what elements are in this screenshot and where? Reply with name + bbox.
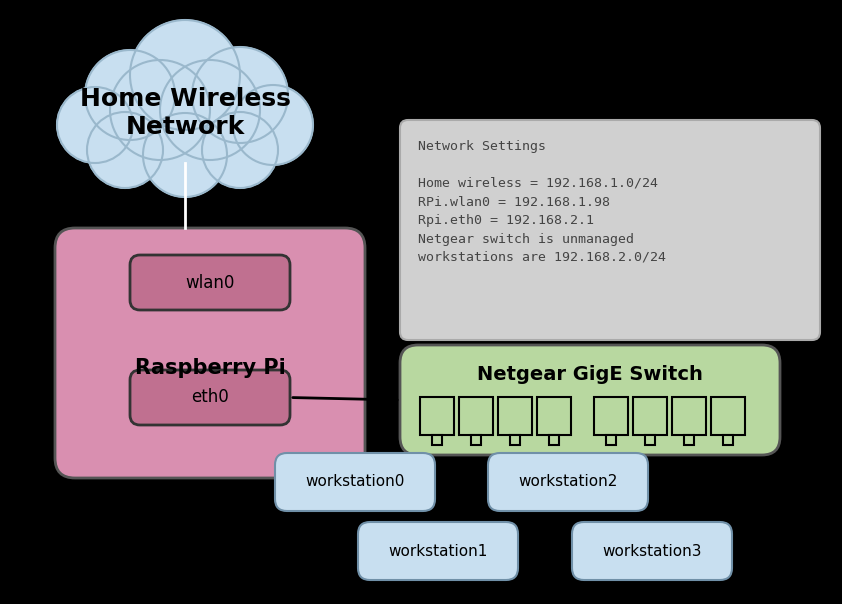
FancyBboxPatch shape: [684, 435, 694, 445]
FancyBboxPatch shape: [471, 435, 481, 445]
FancyBboxPatch shape: [130, 255, 290, 310]
Text: eth0: eth0: [191, 388, 229, 406]
Text: workstation3: workstation3: [602, 544, 701, 559]
FancyBboxPatch shape: [594, 397, 628, 435]
FancyBboxPatch shape: [420, 397, 454, 435]
FancyBboxPatch shape: [723, 435, 733, 445]
Text: Home Wireless
Network: Home Wireless Network: [79, 87, 290, 139]
FancyBboxPatch shape: [358, 522, 518, 580]
FancyBboxPatch shape: [498, 397, 532, 435]
Circle shape: [87, 112, 163, 188]
FancyBboxPatch shape: [606, 435, 616, 445]
Circle shape: [57, 87, 133, 163]
FancyBboxPatch shape: [55, 228, 365, 478]
FancyBboxPatch shape: [400, 120, 820, 340]
Circle shape: [192, 47, 288, 143]
FancyBboxPatch shape: [537, 397, 571, 435]
FancyBboxPatch shape: [488, 453, 648, 511]
FancyBboxPatch shape: [549, 435, 559, 445]
FancyBboxPatch shape: [459, 397, 493, 435]
Text: Raspberry Pi: Raspberry Pi: [135, 358, 285, 378]
FancyBboxPatch shape: [275, 453, 435, 511]
FancyBboxPatch shape: [510, 435, 520, 445]
FancyBboxPatch shape: [572, 522, 732, 580]
FancyBboxPatch shape: [400, 345, 780, 455]
Circle shape: [202, 112, 278, 188]
Circle shape: [233, 85, 313, 165]
FancyBboxPatch shape: [130, 370, 290, 425]
Text: Network Settings

Home wireless = 192.168.1.0/24
RPi.wlan0 = 192.168.1.98
Rpi.et: Network Settings Home wireless = 192.168…: [418, 140, 666, 264]
Circle shape: [110, 60, 210, 160]
FancyBboxPatch shape: [672, 397, 706, 435]
Circle shape: [160, 60, 260, 160]
FancyBboxPatch shape: [432, 435, 442, 445]
Text: wlan0: wlan0: [185, 274, 235, 292]
FancyBboxPatch shape: [711, 397, 745, 435]
Text: workstation1: workstation1: [388, 544, 488, 559]
FancyBboxPatch shape: [645, 435, 655, 445]
Circle shape: [130, 20, 240, 130]
FancyBboxPatch shape: [633, 397, 667, 435]
Circle shape: [85, 50, 175, 140]
Text: workstation0: workstation0: [306, 475, 405, 489]
Text: workstation2: workstation2: [519, 475, 618, 489]
Circle shape: [143, 113, 227, 197]
Text: Netgear GigE Switch: Netgear GigE Switch: [477, 365, 703, 385]
